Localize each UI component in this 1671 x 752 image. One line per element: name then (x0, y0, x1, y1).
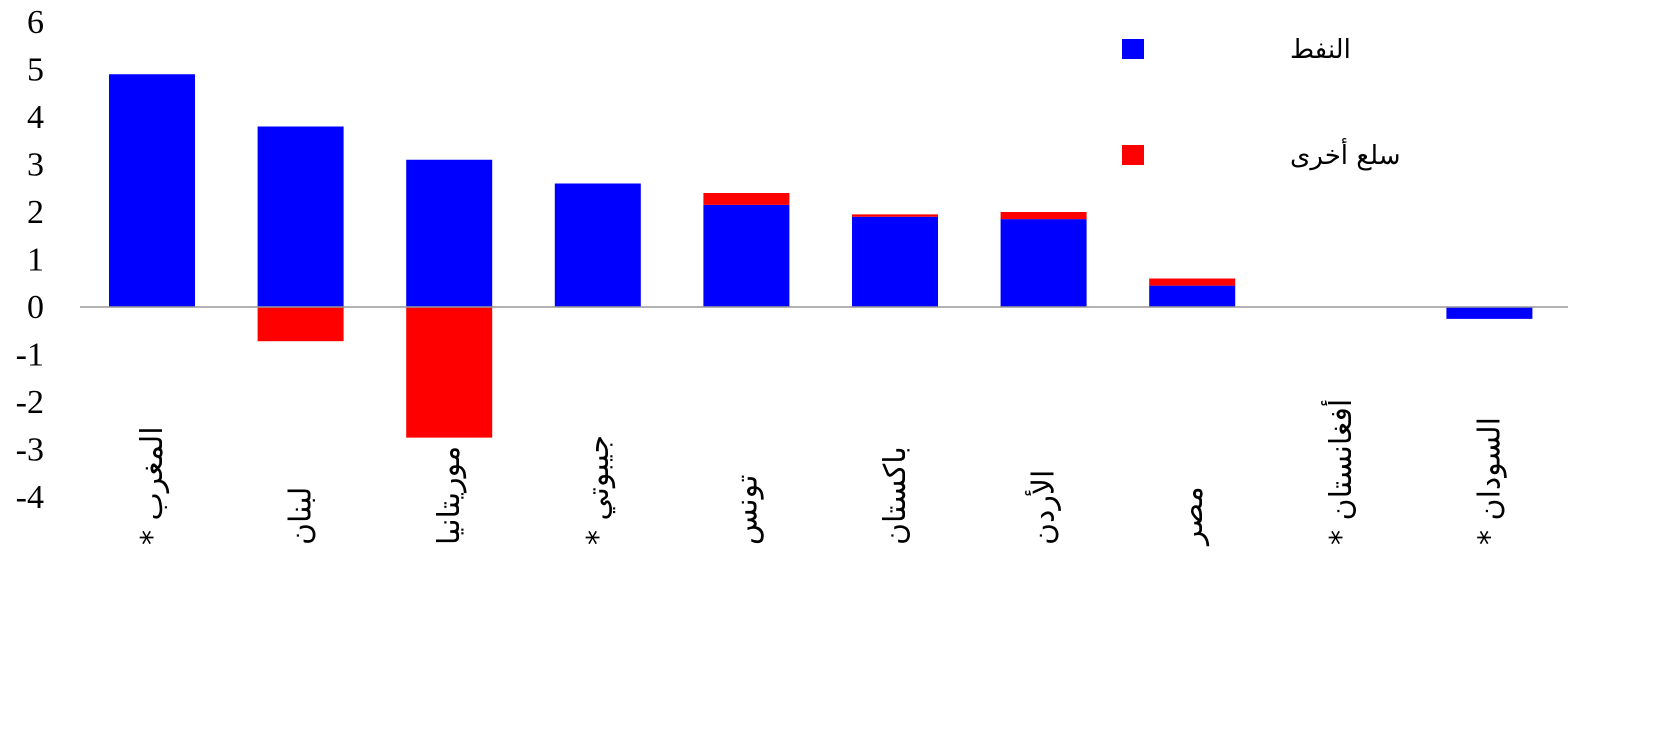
y-axis-ticks: 6 5 4 3 2 1 0 -1 -2 -3 -4 (16, 4, 44, 516)
bar-oil (257, 126, 344, 307)
y-tick-label: 0 (27, 289, 44, 326)
bar-oil (1149, 285, 1236, 307)
bar-oil (406, 159, 493, 307)
bar-oil (109, 74, 195, 307)
y-tick-label: 6 (27, 4, 44, 41)
category-label: الأردن (1024, 470, 1062, 545)
legend: النفط سلع أخرى (1122, 35, 1401, 171)
bars (109, 74, 1533, 438)
category-label: تونس (729, 475, 764, 545)
legend-label: النفط (1290, 35, 1351, 65)
y-tick-label: 1 (27, 242, 44, 279)
bar-other-goods (1000, 212, 1087, 220)
category-label: المغرب * (135, 426, 170, 545)
bar-other-goods (703, 193, 790, 205)
y-tick-label: -4 (16, 479, 44, 516)
legend-label: سلع أخرى (1290, 137, 1401, 171)
y-tick-label: 2 (27, 194, 44, 231)
bar-other-goods (1149, 278, 1236, 286)
bar-other-goods (257, 307, 344, 342)
bar-oil (703, 204, 790, 307)
y-tick-label: -2 (16, 384, 44, 421)
bar-oil (554, 183, 641, 307)
category-label: السودان * (1472, 417, 1507, 545)
bar-oil (1000, 219, 1087, 307)
category-label: مصر (1175, 486, 1210, 547)
y-tick-label: 4 (27, 99, 44, 136)
legend-swatch (1122, 39, 1144, 59)
bar-oil (1446, 307, 1533, 319)
category-label: موريتانيا (432, 446, 467, 545)
category-label: باكستان (878, 446, 913, 545)
category-labels: المغرب * لبنان موريتانيا جيبوتي * تونس باكستا… (135, 399, 1507, 547)
y-tick-label: 3 (27, 147, 44, 184)
bar-oil (852, 216, 938, 307)
bar-other-goods (852, 214, 938, 217)
bar-other-goods (406, 307, 493, 438)
y-tick-label: -1 (16, 337, 44, 374)
y-tick-label: -3 (16, 432, 44, 469)
y-tick-label: 5 (27, 52, 44, 89)
legend-swatch (1122, 145, 1144, 165)
category-label: أفغانستان * (1320, 399, 1359, 545)
category-label: لبنان (284, 487, 319, 545)
category-label: جيبوتي * (581, 435, 616, 545)
